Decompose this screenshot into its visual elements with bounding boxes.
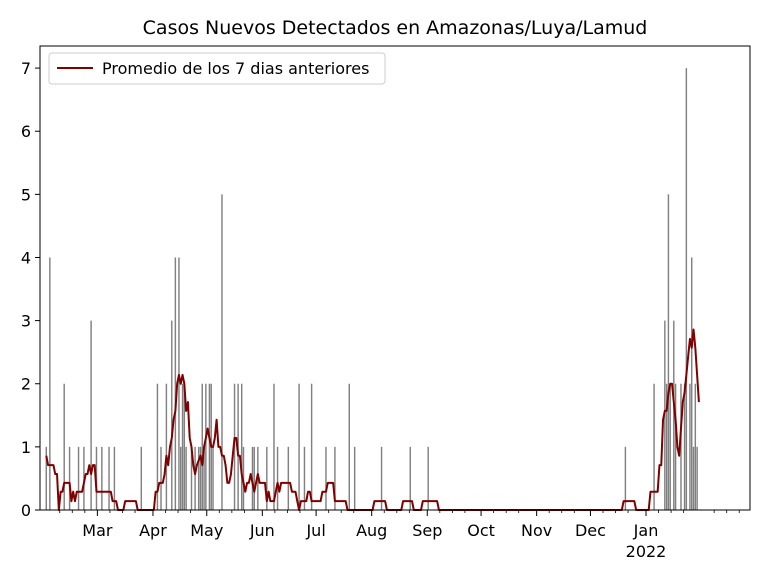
bar xyxy=(669,383,671,510)
x-tick-label: Apr xyxy=(139,521,167,540)
bar xyxy=(276,446,279,510)
bar xyxy=(298,383,300,510)
bar xyxy=(253,446,255,510)
bar xyxy=(653,383,655,510)
bar xyxy=(310,383,313,510)
bar xyxy=(691,257,693,510)
y-tick-label: 6 xyxy=(21,122,31,141)
x-tick-label: Jan xyxy=(633,521,659,540)
axes xyxy=(39,45,751,511)
bar xyxy=(77,446,80,510)
bar xyxy=(380,446,383,510)
bar xyxy=(680,383,682,510)
x-tick-label: Oct xyxy=(467,521,495,540)
bar xyxy=(689,383,691,510)
bar xyxy=(287,446,290,510)
bar xyxy=(156,383,159,510)
bar xyxy=(685,68,688,510)
bar xyxy=(674,383,677,510)
bar xyxy=(140,446,143,510)
bar xyxy=(63,383,65,510)
x-tick-label: Dec xyxy=(575,521,606,540)
x-tick-label: Sep xyxy=(412,521,442,540)
bar xyxy=(427,446,429,510)
bar xyxy=(190,446,193,510)
bar xyxy=(692,446,695,510)
legend-box xyxy=(48,52,386,85)
x-tick-label: Aug xyxy=(356,521,387,540)
bar xyxy=(174,257,177,510)
bar xyxy=(624,446,627,510)
bar xyxy=(665,383,668,510)
bar xyxy=(303,446,306,510)
bar xyxy=(181,383,184,510)
bar xyxy=(266,446,268,510)
x-axis: Mar Apr May Jun Jul Aug Sep Oct Nov Dec Jan 2022 xyxy=(59,510,740,561)
bar xyxy=(171,320,173,510)
x-tick-label: Jun xyxy=(249,521,275,540)
bar xyxy=(101,446,103,510)
bar xyxy=(203,446,205,510)
y-tick-label: 3 xyxy=(21,312,31,331)
bar xyxy=(325,446,327,510)
y-tick-label: 2 xyxy=(21,375,31,394)
bar xyxy=(201,383,203,510)
bar xyxy=(49,257,51,510)
bar xyxy=(194,446,196,510)
x-tick-label: May xyxy=(190,521,223,540)
legend: Promedio de los 7 dias anteriores xyxy=(48,52,386,85)
bar xyxy=(113,446,116,510)
bar xyxy=(348,383,350,510)
bar xyxy=(108,446,110,510)
y-axis: 0 1 2 3 4 5 6 7 xyxy=(21,59,40,520)
y-tick-label: 5 xyxy=(21,185,31,204)
bar xyxy=(694,383,697,510)
plot-frame xyxy=(39,45,751,511)
x-tick-label: Mar xyxy=(82,521,113,540)
chart-title: Casos Nuevos Detectados en Amazonas/Luya… xyxy=(143,17,648,39)
bar xyxy=(212,446,214,510)
bar xyxy=(353,446,356,510)
bar xyxy=(221,194,223,510)
bar xyxy=(409,446,411,510)
bar xyxy=(240,383,243,510)
y-tick-label: 0 xyxy=(21,501,31,520)
y-tick-label: 7 xyxy=(21,59,31,78)
bar xyxy=(197,446,200,510)
bar xyxy=(208,383,211,510)
legend-label: Promedio de los 7 dias anteriores xyxy=(102,59,369,78)
bar xyxy=(68,446,71,510)
bar xyxy=(683,383,686,510)
x-tick-label: Jul xyxy=(305,521,325,540)
x-tick-label: Nov xyxy=(521,521,552,540)
y-tick-label: 1 xyxy=(21,438,31,457)
y-tick-label: 4 xyxy=(21,248,31,267)
bar xyxy=(185,446,187,510)
bar xyxy=(183,383,186,510)
bar xyxy=(90,320,92,510)
bar xyxy=(160,446,162,510)
bar xyxy=(199,446,202,510)
bar xyxy=(667,194,670,510)
bar xyxy=(673,320,675,510)
bar xyxy=(205,383,207,510)
bar xyxy=(45,446,47,510)
bar xyxy=(165,383,168,510)
bar xyxy=(696,446,698,510)
bar xyxy=(178,257,180,510)
bar xyxy=(334,446,336,510)
x-tick-year-label: 2022 xyxy=(626,542,667,561)
bar xyxy=(180,446,182,510)
bar xyxy=(273,383,275,510)
